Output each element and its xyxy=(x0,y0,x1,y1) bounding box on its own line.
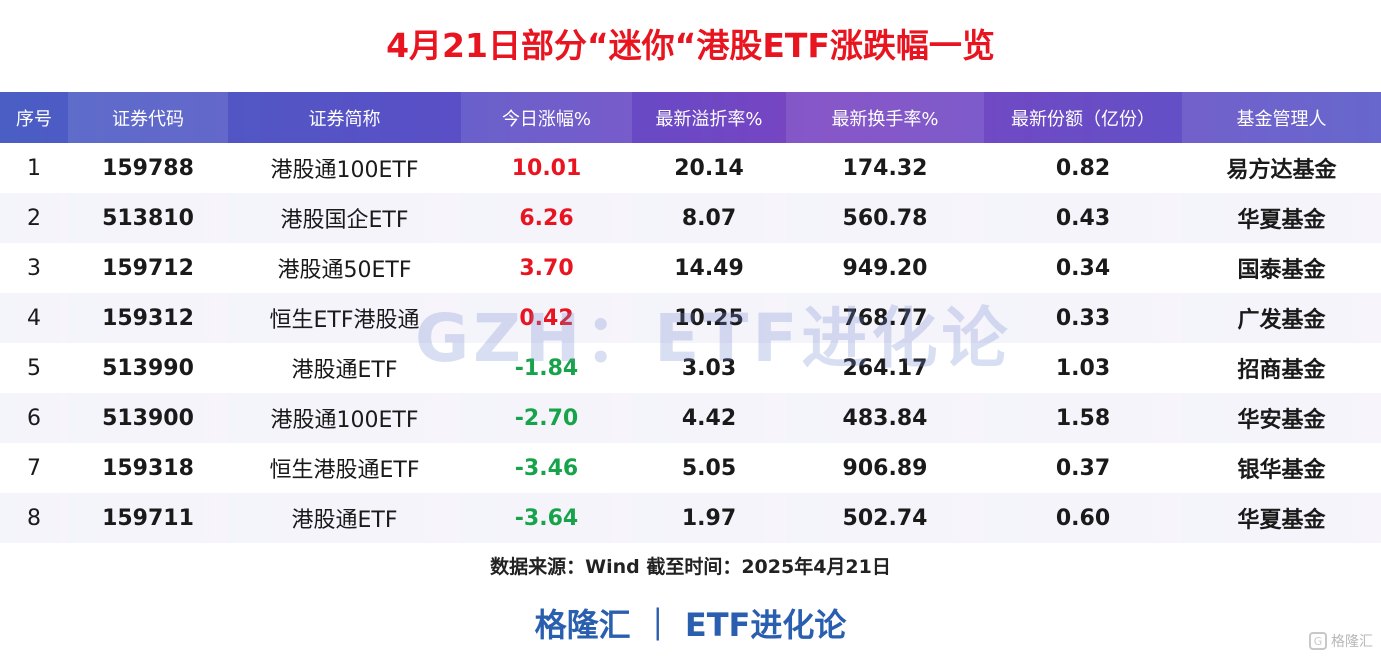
row-shares: 0.33 xyxy=(984,293,1182,343)
row-index: 2 xyxy=(0,193,68,243)
row-name: 港股国企ETF xyxy=(228,193,461,243)
row-index: 3 xyxy=(0,243,68,293)
page-title: 4月21日部分“迷你“港股ETF涨跌幅一览 xyxy=(386,26,995,65)
row-shares: 0.60 xyxy=(984,493,1182,543)
header-index: 序号 xyxy=(16,108,52,130)
header-shares: 最新份额（亿份） xyxy=(1011,108,1155,130)
row-premium: 4.42 xyxy=(632,393,786,443)
row-manager: 国泰基金 xyxy=(1182,243,1381,293)
row-shares: 0.82 xyxy=(984,143,1182,193)
row-index: 8 xyxy=(0,493,68,543)
header-name: 证券简称 xyxy=(308,108,381,130)
row-turnover: 264.17 xyxy=(786,343,984,393)
row-code: 513900 xyxy=(68,393,228,443)
etf-table: 序号 证券代码 证券简称 今日涨幅% 最新溢折率% 最新换手率% 最新份额（亿份… xyxy=(0,92,1381,543)
row-shares: 0.37 xyxy=(984,443,1182,493)
row-manager: 华夏基金 xyxy=(1182,493,1381,543)
table-header: 序号 证券代码 证券简称 今日涨幅% 最新溢折率% 最新换手率% 最新份额（亿份… xyxy=(0,92,1381,143)
table-row: 1 159788 港股通100ETF 10.01 20.14 174.32 0.82 易方达基… xyxy=(0,143,1381,193)
row-manager: 广发基金 xyxy=(1182,293,1381,343)
row-change: 6.26 xyxy=(461,193,632,243)
corner-watermark: G 格隆汇 xyxy=(1309,631,1373,651)
row-name: 恒生ETF港股通 xyxy=(228,293,461,343)
header-premium: 最新溢折率% xyxy=(655,108,763,130)
row-index: 6 xyxy=(0,393,68,443)
row-code: 159312 xyxy=(68,293,228,343)
row-name: 恒生港股通ETF xyxy=(228,443,461,493)
row-name: 港股通ETF xyxy=(228,343,461,393)
header-turnover: 最新换手率% xyxy=(786,92,984,143)
row-change: -3.46 xyxy=(461,443,632,493)
row-turnover: 949.20 xyxy=(786,243,984,293)
row-premium: 5.05 xyxy=(632,443,786,493)
row-shares: 1.58 xyxy=(984,393,1182,443)
row-turnover: 174.32 xyxy=(786,143,984,193)
row-change: -3.64 xyxy=(461,493,632,543)
header-manager: 基金管理人 xyxy=(1182,92,1381,143)
data-source-note: 数据来源：Wind 截至时间：2025年4月21日 xyxy=(490,556,891,578)
table-row: 3 159712 港股通50ETF 3.70 14.49 949.20 0.34 国泰基金 xyxy=(0,243,1381,293)
table-row: 2 513810 港股国企ETF 6.26 8.07 560.78 0.43 华夏基金 xyxy=(0,193,1381,243)
row-change: 10.01 xyxy=(461,143,632,193)
table-row: 5 513990 港股通ETF -1.84 3.03 264.17 1.03 招商基金 xyxy=(0,343,1381,393)
table-body: 1 159788 港股通100ETF 10.01 20.14 174.32 0.82 易方达基… xyxy=(0,143,1381,543)
row-shares: 0.43 xyxy=(984,193,1182,243)
row-code: 159318 xyxy=(68,443,228,493)
row-index: 7 xyxy=(0,443,68,493)
row-premium: 1.97 xyxy=(632,493,786,543)
row-name: 港股通100ETF xyxy=(228,143,461,193)
row-code: 159788 xyxy=(68,143,228,193)
header-code: 证券代码 xyxy=(68,92,228,143)
row-change: 3.70 xyxy=(461,243,632,293)
row-index: 5 xyxy=(0,343,68,393)
row-manager: 银华基金 xyxy=(1182,443,1381,493)
row-index: 4 xyxy=(0,293,68,343)
row-manager: 招商基金 xyxy=(1182,343,1381,393)
row-manager: 华安基金 xyxy=(1182,393,1381,443)
row-name: 港股通ETF xyxy=(228,493,461,543)
row-code: 513990 xyxy=(68,343,228,393)
table-row: 7 159318 恒生港股通ETF -3.46 5.05 906.89 0.37 银华基金 xyxy=(0,443,1381,493)
row-manager: 华夏基金 xyxy=(1182,193,1381,243)
table-row: 6 513900 港股通100ETF -2.70 4.42 483.84 1.58 华安基金 xyxy=(0,393,1381,443)
table-row: 8 159711 港股通ETF -3.64 1.97 502.74 0.60 华夏基金 xyxy=(0,493,1381,543)
row-turnover: 483.84 xyxy=(786,393,984,443)
row-turnover: 560.78 xyxy=(786,193,984,243)
row-change: -1.84 xyxy=(461,343,632,393)
row-premium: 3.03 xyxy=(632,343,786,393)
row-name: 港股通100ETF xyxy=(228,393,461,443)
row-premium: 20.14 xyxy=(632,143,786,193)
brand-footer: 格隆汇 ｜ ETF进化论 xyxy=(534,606,847,644)
row-premium: 8.07 xyxy=(632,193,786,243)
row-name: 港股通50ETF xyxy=(228,243,461,293)
row-turnover: 906.89 xyxy=(786,443,984,493)
row-premium: 14.49 xyxy=(632,243,786,293)
row-change: -2.70 xyxy=(461,393,632,443)
row-code: 513810 xyxy=(68,193,228,243)
row-turnover: 768.77 xyxy=(786,293,984,343)
row-index: 1 xyxy=(0,143,68,193)
row-shares: 0.34 xyxy=(984,243,1182,293)
row-premium: 10.25 xyxy=(632,293,786,343)
row-shares: 1.03 xyxy=(984,343,1182,393)
row-manager: 易方达基金 xyxy=(1182,143,1381,193)
row-code: 159711 xyxy=(68,493,228,543)
corner-brand-label: 格隆汇 xyxy=(1331,634,1373,650)
row-change: 0.42 xyxy=(461,293,632,343)
row-code: 159712 xyxy=(68,243,228,293)
brand-logo-icon: G xyxy=(1309,632,1327,650)
header-change: 今日涨幅% xyxy=(461,92,632,143)
table-row: 4 159312 恒生ETF港股通 0.42 10.25 768.77 0.33 广发基金 xyxy=(0,293,1381,343)
row-turnover: 502.74 xyxy=(786,493,984,543)
